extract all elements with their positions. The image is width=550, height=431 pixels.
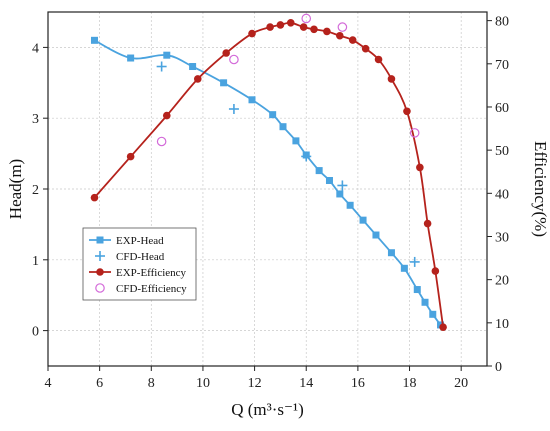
legend-label-exp-efficiency: EXP-Efficiency bbox=[116, 267, 187, 279]
data-point-exp-efficiency bbox=[431, 267, 440, 275]
series-line-exp-efficiency bbox=[93, 21, 444, 328]
y-left-tick-label: 1 bbox=[32, 254, 39, 269]
y-left-tick-label: 2 bbox=[32, 183, 39, 198]
data-point-cfd-head bbox=[301, 151, 312, 162]
data-point-exp-head bbox=[429, 310, 437, 318]
data-point-exp-efficiency bbox=[336, 31, 344, 40]
data-point-exp-efficiency bbox=[299, 23, 308, 31]
data-point-exp-head bbox=[359, 216, 367, 224]
legend-marker-exp-head bbox=[96, 236, 104, 244]
x-tick-label: 12 bbox=[248, 376, 262, 391]
data-point-exp-efficiency bbox=[439, 323, 447, 331]
data-point-cfd-efficiency bbox=[229, 54, 239, 65]
data-point-exp-efficiency bbox=[416, 163, 424, 172]
x-axis-label: Q (m³·s⁻¹) bbox=[231, 400, 304, 419]
data-point-exp-head bbox=[400, 264, 408, 272]
x-tick-label: 20 bbox=[454, 376, 468, 391]
data-point-exp-efficiency bbox=[193, 75, 202, 83]
data-point-exp-head bbox=[248, 96, 256, 104]
data-point-cfd-head bbox=[337, 180, 348, 191]
data-point-exp-head bbox=[220, 79, 228, 87]
y-right-axis-label: Efficiency(%) bbox=[531, 141, 550, 237]
data-point-exp-head bbox=[127, 54, 135, 62]
data-point-exp-efficiency bbox=[374, 55, 383, 64]
x-tick-label: 10 bbox=[196, 376, 210, 391]
data-point-cfd-efficiency bbox=[156, 136, 167, 147]
series-cfd-head bbox=[156, 61, 420, 267]
data-point-exp-head bbox=[336, 190, 344, 198]
grid bbox=[47, 12, 487, 366]
data-point-exp-efficiency bbox=[387, 75, 396, 83]
legend: EXP-Head CFD-Head EXP-Efficiency CFD-Effici… bbox=[82, 227, 197, 301]
data-point-exp-efficiency bbox=[423, 219, 432, 228]
x-tick-label: 14 bbox=[299, 376, 313, 391]
data-point-exp-efficiency bbox=[276, 21, 285, 29]
data-point-exp-efficiency bbox=[90, 193, 99, 202]
data-point-exp-head bbox=[325, 177, 333, 185]
series bbox=[90, 13, 447, 331]
data-point-exp-head bbox=[292, 137, 300, 145]
data-point-cfd-head bbox=[409, 256, 420, 267]
legend-label-exp-head: EXP-Head bbox=[116, 235, 164, 247]
data-point-exp-head bbox=[413, 286, 421, 294]
data-point-cfd-head bbox=[156, 61, 167, 72]
data-point-exp-efficiency bbox=[162, 111, 171, 120]
y-right-tick-label: 0 bbox=[495, 360, 502, 375]
data-point-exp-head bbox=[269, 111, 277, 119]
x-tick-label: 4 bbox=[45, 376, 52, 391]
y-left-tick-label: 4 bbox=[32, 41, 39, 56]
series-line-exp-head bbox=[94, 39, 442, 326]
data-point-exp-head bbox=[163, 51, 171, 59]
data-point-exp-efficiency bbox=[222, 49, 230, 57]
data-point-exp-head bbox=[90, 36, 98, 44]
data-point-exp-head bbox=[372, 231, 380, 239]
data-point-exp-efficiency bbox=[266, 23, 274, 31]
x-tick-label: 16 bbox=[351, 376, 365, 391]
legend-label-cfd-efficiency: CFD-Efficiency bbox=[116, 283, 187, 295]
y-right-tick-label: 40 bbox=[495, 187, 509, 202]
data-point-exp-head bbox=[421, 298, 429, 306]
series-exp-efficiency bbox=[90, 18, 447, 331]
y-right-tick-label: 60 bbox=[495, 101, 509, 116]
data-point-cfd-efficiency bbox=[409, 128, 420, 138]
legend-label-cfd-head: CFD-Head bbox=[116, 251, 165, 263]
series-cfd-efficiency bbox=[156, 13, 420, 147]
data-point-exp-efficiency bbox=[348, 36, 357, 44]
data-point-exp-efficiency bbox=[126, 152, 135, 161]
y-right-tick-label: 50 bbox=[495, 144, 509, 159]
y-right-tick-label: 80 bbox=[495, 15, 509, 30]
data-point-exp-efficiency bbox=[323, 27, 331, 36]
x-tick-label: 8 bbox=[148, 376, 155, 391]
data-point-cfd-efficiency bbox=[337, 22, 348, 32]
y-left-tick-label: 3 bbox=[32, 112, 39, 127]
data-point-exp-head bbox=[387, 249, 395, 257]
data-point-exp-efficiency bbox=[361, 44, 370, 53]
y-right-tick-label: 30 bbox=[495, 230, 509, 245]
data-point-cfd-head bbox=[228, 103, 239, 114]
data-point-exp-efficiency bbox=[310, 25, 318, 34]
x-tick-label: 18 bbox=[403, 376, 417, 391]
data-point-exp-head bbox=[279, 123, 287, 131]
data-point-exp-efficiency bbox=[286, 18, 295, 27]
data-point-exp-head bbox=[189, 63, 197, 71]
data-point-exp-head bbox=[346, 201, 354, 209]
data-point-exp-head bbox=[315, 167, 323, 175]
legend-marker-exp-efficiency bbox=[96, 268, 104, 276]
y-left-tick-label: 0 bbox=[32, 325, 39, 340]
y-right-tick-label: 20 bbox=[495, 274, 509, 289]
x-tick-label: 6 bbox=[96, 376, 103, 391]
data-point-cfd-efficiency bbox=[301, 13, 312, 24]
y-right-tick-label: 70 bbox=[495, 58, 509, 73]
data-point-exp-efficiency bbox=[403, 107, 411, 116]
data-point-exp-efficiency bbox=[248, 29, 256, 38]
y-left-axis-label: Head(m) bbox=[6, 159, 25, 219]
legend-marker-cfd-head bbox=[95, 251, 105, 261]
legend-marker-cfd-efficiency bbox=[95, 283, 105, 293]
y-right-tick-label: 10 bbox=[495, 317, 509, 332]
